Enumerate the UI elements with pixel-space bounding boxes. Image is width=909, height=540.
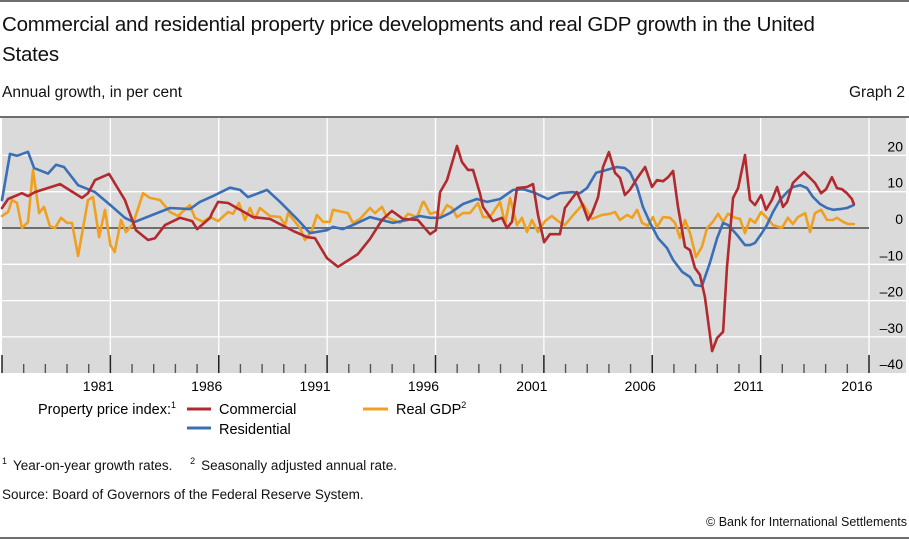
- legend-label-commercial: Commercial: [219, 402, 296, 418]
- copyright-note: © Bank for International Settlements: [706, 515, 907, 529]
- x-axis-ticks: [1, 355, 870, 373]
- y-tick-label: –30: [880, 320, 904, 336]
- footnotes: 1 Year-on-year growth rates. 2 Seasonally …: [2, 456, 397, 473]
- top-rule: [0, 0, 909, 2]
- x-tick-label: 2016: [841, 378, 872, 394]
- x-tick-label: 1996: [408, 378, 439, 394]
- y-tick-label: –10: [880, 247, 904, 263]
- y-tick-label: –40: [880, 356, 904, 372]
- legend-label-real-gdp: Real GDP2: [396, 400, 466, 418]
- x-tick-label: 2011: [734, 378, 764, 394]
- series-line-commercial: [0, 144, 856, 353]
- x-tick-label: 1991: [300, 378, 331, 394]
- source-note: Source: Board of Governors of the Federa…: [2, 487, 364, 502]
- legend: Property price index:1 Commercial Reside…: [38, 400, 466, 438]
- series-line-residential: [0, 150, 856, 288]
- legend-label-residential: Residential: [219, 422, 291, 438]
- x-tick-label: 1986: [191, 378, 222, 394]
- footnote-1: 1 Year-on-year growth rates.: [2, 456, 173, 473]
- y-tick-label: 20: [887, 138, 903, 154]
- footnote-2: 2 Seasonally adjusted annual rate.: [190, 456, 398, 473]
- x-tick-label: 2001: [516, 378, 547, 394]
- bottom-rule: [0, 537, 909, 539]
- y-tick-label: –20: [880, 284, 904, 300]
- plot-top-rule: [0, 116, 909, 118]
- x-tick-label: 1981: [83, 378, 114, 394]
- chart-subtitle: Annual growth, in per cent: [2, 84, 183, 101]
- series-line-real-gdp: [0, 168, 856, 259]
- series-lines: [0, 144, 856, 353]
- x-axis-labels: 1981 1986 1991 1996 2001 2006 2011 2016: [83, 378, 873, 394]
- graph-number: Graph 2: [848, 84, 905, 101]
- y-tick-label: 0: [895, 211, 903, 227]
- vertical-gridlines: [109, 118, 870, 373]
- x-tick-label: 2006: [625, 378, 656, 394]
- y-tick-label: 10: [887, 175, 903, 191]
- horizontal-gridlines: [2, 154, 906, 338]
- y-axis-labels: 20 10 0 –10 –20 –30 –40: [880, 138, 904, 372]
- legend-group-label: Property price index:1: [38, 400, 176, 418]
- chart-title: Commercial and residential property pric…: [2, 13, 815, 66]
